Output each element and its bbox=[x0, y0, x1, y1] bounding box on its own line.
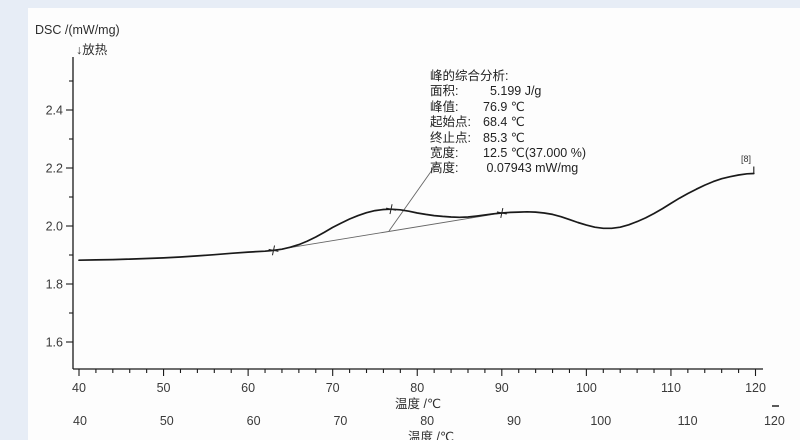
x-tick-label: 40 bbox=[72, 381, 86, 395]
x-tick-label: 100 bbox=[576, 381, 597, 395]
y-axis-title: DSC /(mW/mg) bbox=[35, 23, 120, 37]
x-tick-label: 80 bbox=[410, 381, 424, 395]
annotation-row-onset: 起始点: 68.4 ℃ bbox=[430, 115, 586, 130]
y-tick-label: 1.8 bbox=[46, 278, 63, 292]
annotation-value: 85.3 ℃ bbox=[483, 130, 525, 145]
y-tick-label: 2.4 bbox=[46, 104, 63, 118]
x-tick-label: 110 bbox=[661, 381, 681, 395]
peak-marker-cross bbox=[268, 245, 279, 256]
exothermic-down-label: ↓放热 bbox=[76, 43, 108, 57]
annotation-value: 12.5 ℃(37.000 %) bbox=[483, 146, 586, 161]
x-tick-label: 50 bbox=[157, 381, 171, 395]
x-axis-title-duplicate: 温度 /℃ bbox=[408, 430, 454, 440]
chart-canvas bbox=[28, 8, 800, 440]
annotation-label: 宽度: bbox=[430, 146, 459, 161]
annotation-value: 68.4 ℃ bbox=[483, 115, 525, 130]
x-tick-label-duplicate: 110 bbox=[678, 414, 698, 428]
x-axis-title: 温度 /℃ bbox=[395, 397, 441, 411]
annotation-value: 76.9 ℃ bbox=[483, 99, 525, 114]
peak-baseline bbox=[273, 212, 502, 251]
x-tick-label-duplicate: 120 bbox=[764, 414, 785, 428]
y-tick-label: 1.6 bbox=[46, 336, 63, 350]
annotation-row-area: 面积: 5.199 J/g bbox=[430, 84, 586, 99]
annotation-row-end: 终止点: 85.3 ℃ bbox=[430, 131, 586, 146]
annotation-value: 5.199 J/g bbox=[483, 84, 542, 99]
annotation-label: 峰值: bbox=[430, 99, 459, 114]
y-tick-label: 2.0 bbox=[46, 220, 63, 234]
y-tick-label: 2.2 bbox=[46, 162, 63, 176]
annotation-label: 终止点: bbox=[430, 130, 471, 145]
annotation-label: 面积: bbox=[430, 84, 459, 99]
x-tick-label-duplicate: 100 bbox=[590, 414, 611, 428]
annotation-label: 起始点: bbox=[430, 115, 471, 130]
annotation-label: 高度: bbox=[430, 161, 459, 176]
annotation-row-peak: 峰值: 76.9 ℃ bbox=[430, 100, 586, 115]
x-tick-label-duplicate: 60 bbox=[247, 414, 261, 428]
x-tick-label: 90 bbox=[495, 381, 509, 395]
x-tick-label-duplicate: 40 bbox=[73, 414, 87, 428]
annotation-value: 0.07943 mW/mg bbox=[483, 161, 579, 176]
annotation-row-width: 宽度: 12.5 ℃(37.000 %) bbox=[430, 146, 586, 161]
peak-marker-cross bbox=[496, 207, 507, 218]
peak-marker-cross bbox=[386, 204, 397, 215]
annotation-row-height: 高度: 0.07943 mW/mg bbox=[430, 161, 586, 176]
curve-id-tag: [8] bbox=[741, 154, 752, 164]
annotation-title: 峰的综合分析: bbox=[430, 69, 509, 83]
x-tick-label: 70 bbox=[326, 381, 340, 395]
x-tick-label-duplicate: 90 bbox=[507, 414, 521, 428]
x-tick-label: 60 bbox=[241, 381, 255, 395]
stray-dash-mark bbox=[772, 405, 779, 407]
x-tick-label-duplicate: 70 bbox=[333, 414, 347, 428]
peak-analysis-annotation: 峰的综合分析: 面积: 5.199 J/g 峰值: 76.9 ℃ 起始点: 68… bbox=[430, 69, 586, 177]
x-tick-label-duplicate: 80 bbox=[420, 414, 434, 428]
dsc-curve bbox=[78, 172, 755, 262]
x-tick-label-duplicate: 50 bbox=[160, 414, 174, 428]
annotation-leader-line bbox=[388, 162, 438, 232]
x-tick-label: 120 bbox=[745, 381, 766, 395]
